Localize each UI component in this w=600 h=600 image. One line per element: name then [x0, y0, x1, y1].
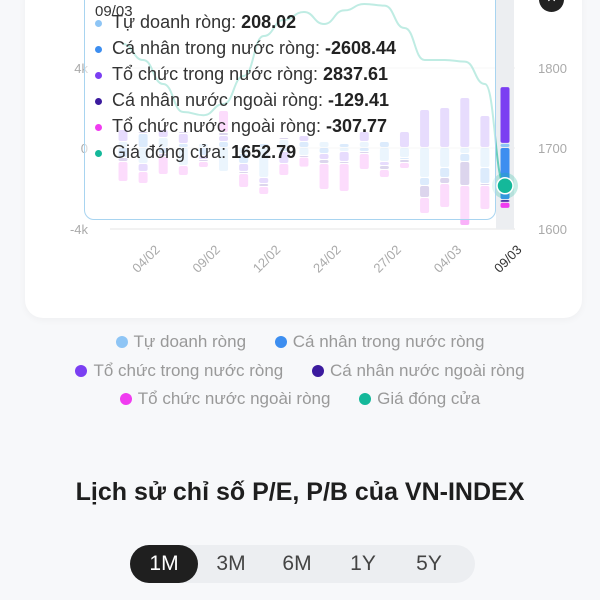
- legend-item-ca-nhan-nuoc-ngoai[interactable]: Cá nhân nước ngoài ròng: [312, 361, 525, 381]
- selected-point-marker[interactable]: [496, 177, 514, 195]
- chart-legend: Tự doanh ròng Cá nhân trong nước ròng: [0, 332, 600, 352]
- legend-dot-icon: [359, 393, 372, 405]
- tooltip-label: Cá nhân nước ngoài ròng:: [112, 90, 328, 110]
- pe-pb-section-title: Lịch sử chỉ số P/E, P/B của VN-INDEX: [75, 478, 525, 506]
- legend-dot-icon: [119, 393, 132, 405]
- tooltip-row: Giá đóng cửa: 1652.79: [95, 142, 296, 163]
- period-5y[interactable]: 5Y: [416, 552, 442, 575]
- legend-item-ca-nhan-trong-nuoc[interactable]: Cá nhân trong nước ròng: [274, 332, 485, 352]
- tooltip-value: 1652.79: [231, 142, 297, 162]
- legend-label: Tổ chức nước ngoài ròng: [137, 389, 331, 408]
- series-dot-icon: [95, 123, 102, 131]
- legend-label: Giá đóng cửa: [377, 389, 481, 408]
- tooltip-value: -307.77: [326, 116, 388, 136]
- y-right-tick: 1600: [538, 222, 567, 237]
- tooltip-row: Tự doanh ròng: 208.02: [95, 12, 296, 33]
- legend-item-gia-dong-cua[interactable]: Giá đóng cửa: [359, 389, 480, 409]
- bar-segment[interactable]: [500, 200, 510, 202]
- legend-label: Tổ chức trong nước ròng: [93, 361, 284, 380]
- series-dot-icon: [95, 19, 102, 27]
- chart-legend-row-2: Tổ chức trong nước ròng Cá nhân nước ngo…: [0, 361, 600, 381]
- legend-item-to-chuc-nuoc-ngoai[interactable]: Tổ chức nước ngoài ròng: [119, 389, 331, 409]
- legend-label: Cá nhân trong nước ròng: [292, 332, 485, 351]
- tooltip-label: Cá nhân trong nước ròng:: [112, 38, 325, 58]
- tooltip-label: Tự doanh ròng:: [112, 12, 242, 32]
- tooltip-label: Giá đóng cửa:: [112, 142, 232, 162]
- x-tick-label: 09/02: [189, 242, 223, 276]
- tooltip-value: 208.02: [241, 12, 297, 32]
- tooltip-date: 09/03: [95, 3, 133, 20]
- period-6m[interactable]: 6M: [282, 552, 312, 575]
- series-dot-icon: [95, 97, 102, 105]
- chart-legend-row-3: Tổ chức nước ngoài ròng Giá đóng cửa: [0, 389, 600, 409]
- period-selector: 1M 3M 6M 1Y 5Y: [130, 545, 475, 583]
- legend-dot-icon: [115, 336, 128, 348]
- bar-segment[interactable]: [500, 87, 510, 143]
- period-3m[interactable]: 3M: [216, 552, 246, 575]
- legend-dot-icon: [312, 365, 324, 377]
- tooltip-row: Cá nhân trong nước ròng: -2608.44: [95, 38, 396, 59]
- x-tick-label: 09/03: [491, 242, 525, 276]
- tooltip-row: Cá nhân nước ngoài ròng: -129.41: [95, 90, 389, 111]
- tooltip-row: Tổ chức nước ngoài ròng: -307.77: [95, 116, 387, 137]
- legend-label: Tự doanh ròng: [133, 332, 247, 351]
- legend-item-tu-doanh[interactable]: Tự doanh ròng: [115, 332, 247, 352]
- bar-segment[interactable]: [500, 143, 510, 147]
- tooltip-value: 2837.61: [323, 64, 389, 84]
- series-dot-icon: [95, 71, 102, 79]
- y-left-tick: -4k: [70, 222, 89, 237]
- x-tick-label: 04/02: [129, 242, 163, 276]
- x-tick-label: 24/02: [310, 242, 344, 276]
- tooltip-label: Tổ chức trong nước ròng:: [112, 64, 323, 84]
- y-right-tick: 1700: [538, 141, 567, 156]
- legend-item-to-chuc-trong-nuoc[interactable]: Tổ chức trong nước ròng: [75, 361, 283, 381]
- period-1m[interactable]: 1M: [130, 545, 198, 583]
- x-tick-label: 04/03: [431, 242, 465, 276]
- legend-dot-icon: [75, 365, 88, 377]
- y-right-tick: 1800: [538, 61, 567, 76]
- legend-label: Cá nhân nước ngoài ròng: [330, 361, 525, 380]
- x-tick-label: 12/02: [250, 242, 284, 276]
- tooltip-value: -2608.44: [324, 38, 397, 58]
- tooltip-row: Tổ chức trong nước ròng: 2837.61: [95, 64, 388, 85]
- tooltip-value: -129.41: [328, 90, 390, 110]
- series-dot-icon: [95, 149, 102, 157]
- legend-dot-icon: [274, 336, 287, 348]
- chart-tooltip: 09/03 × Tự doanh ròng: 208.02 Cá nhân tro…: [84, 0, 564, 220]
- series-dot-icon: [95, 45, 102, 53]
- x-tick-label: 27/02: [370, 242, 404, 276]
- bar-segment[interactable]: [500, 202, 510, 208]
- period-1y[interactable]: 1Y: [350, 552, 376, 575]
- tooltip-label: Tổ chức nước ngoài ròng:: [112, 116, 327, 136]
- close-icon[interactable]: ×: [539, 0, 564, 12]
